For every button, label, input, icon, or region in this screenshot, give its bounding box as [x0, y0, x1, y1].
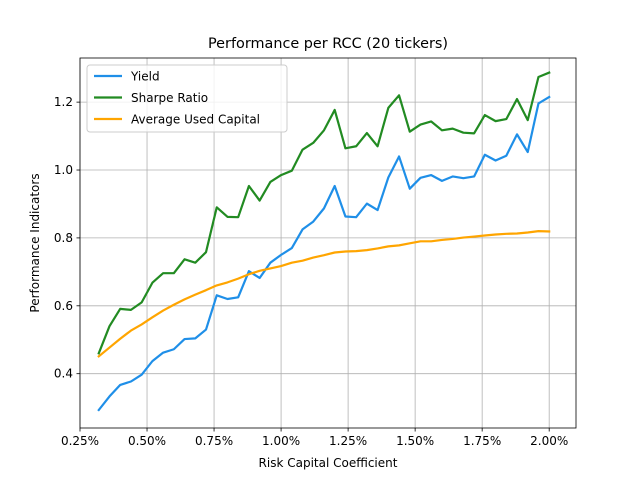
legend-label-sharpe-ratio: Sharpe Ratio: [131, 91, 208, 105]
legend-label-yield: Yield: [130, 69, 160, 83]
axis-ticks: 0.25% 0.50% 0.75% 1.00% 1.25% 1.50% 1.75% 2.00%…: [54, 95, 568, 448]
y-tick-label: 0.6: [54, 299, 73, 313]
legend-label-average-used-capital: Average Used Capital: [131, 112, 260, 126]
chart-title: Performance per RCC (20 tickers): [208, 36, 448, 52]
plot-area-frame: [79, 57, 577, 429]
x-tick-label: 1.50%: [396, 434, 434, 448]
x-tick-label: 1.00%: [262, 434, 300, 448]
legend-frame: [86, 64, 288, 133]
series-line-yield: [97, 95, 551, 412]
y-tick-label: 1.2: [54, 95, 73, 109]
x-tick-label: 0.25%: [61, 434, 99, 448]
y-axis-label: Performance Indicators: [28, 173, 42, 312]
x-axis-label: Risk Capital Coefficient: [259, 456, 398, 470]
legend: Yield Sharpe Ratio Average Used Capital: [86, 64, 288, 133]
y-tick-label: 1.0: [54, 163, 73, 177]
series-lines: [97, 71, 551, 412]
x-tick-label: 1.75%: [463, 434, 501, 448]
x-tick-label: 0.50%: [128, 434, 166, 448]
x-tick-label: 0.75%: [195, 434, 233, 448]
y-tick-label: 0.8: [54, 231, 73, 245]
x-tick-label: 1.25%: [329, 434, 367, 448]
x-tick-label: 2.00%: [530, 434, 568, 448]
y-tick-label: 0.4: [54, 367, 73, 381]
series-line-average-used-capital: [97, 230, 551, 358]
series-line-sharpe-ratio: [97, 71, 551, 355]
